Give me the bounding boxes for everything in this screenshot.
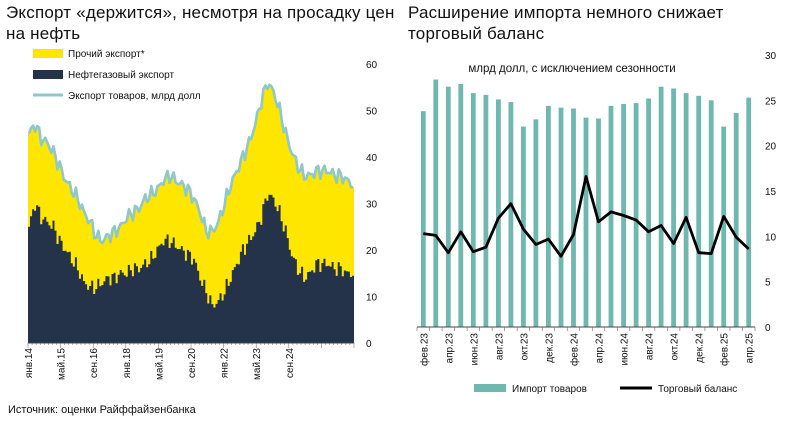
import-bar	[683, 93, 689, 327]
import-bar	[546, 105, 551, 327]
left-x-tick-label: май.15	[57, 348, 68, 380]
import-bar	[483, 94, 489, 328]
legend-label-balance: Торговый баланс	[658, 383, 737, 395]
total-export-line	[27, 83, 354, 245]
import-bar	[420, 111, 426, 327]
right-x-tick-label: фев.24	[568, 333, 580, 366]
left-x-tick-label: сен.24	[285, 348, 296, 378]
right-x-tick-label: авг.24	[645, 333, 656, 361]
import-bar	[470, 93, 476, 327]
import-bar	[558, 107, 564, 327]
right-x-tick-label: апр.25	[745, 333, 756, 364]
left-x-tick-label: янв.22	[220, 348, 231, 379]
legend-swatch-oil-gas-export	[33, 70, 63, 79]
oil-gas-export-area	[28, 194, 354, 343]
right-x-tick-label: дек.23	[544, 333, 555, 363]
import-bar	[458, 84, 464, 327]
right-y-tick-label: 10	[765, 232, 777, 243]
import-bar	[646, 98, 651, 327]
right-x-tick-label: дек.24	[695, 333, 706, 363]
right-y-tick-label: 25	[765, 96, 777, 107]
right-y-tick-label: 0	[765, 323, 771, 334]
right-x-tick-label: фев.23	[418, 333, 430, 366]
export-area-chart: янв.14 май.15 сен.16 янв.18 май.19 сен.20 янв.…	[24, 49, 378, 380]
legend-label-oil-gas-export: Нефтегазовый экспорт	[68, 69, 175, 81]
left-legend: Прочий экспорт* Нефтегазовый экспорт Экс…	[33, 49, 201, 102]
source-note: Источник: оценки Райффайзенбанка	[8, 404, 196, 416]
import-bar	[671, 88, 676, 327]
right-x-tick-label: авг.23	[494, 333, 505, 361]
import-bar	[708, 100, 714, 327]
legend-label-total-export: Экспорт товаров, млрд долл	[68, 91, 201, 102]
trade-balance-line	[423, 175, 750, 258]
legend-label-imports: Импорт товаров	[512, 384, 587, 395]
left-chart-title: Экспорт «держится», несмотря на просадку…	[6, 3, 395, 43]
left-y-tick-label: 50	[366, 107, 378, 118]
right-x-tick-label: окт.24	[670, 333, 681, 361]
import-bar	[571, 108, 576, 327]
left-x-tick-label: сен.20	[187, 348, 198, 378]
right-x-tick-label: окт.23	[519, 333, 530, 361]
right-chart-title: Расширение импорта немного снижает торго…	[408, 3, 724, 43]
right-chart-subtitle: млрд долл, с исключением сезонности	[468, 63, 675, 75]
right-y-tick-label: 20	[765, 142, 777, 153]
import-bar	[721, 126, 727, 327]
right-y-tick-label: 15	[765, 187, 777, 198]
import-bar	[608, 105, 614, 327]
left-x-tick-label: янв.14	[24, 348, 35, 379]
right-x-tick-label: июн.24	[620, 333, 631, 366]
import-bar	[433, 79, 439, 327]
right-legend: Импорт товаров Торговый баланс	[474, 383, 737, 395]
import-bar	[658, 86, 664, 327]
right-x-tick-label: фев.25	[719, 333, 731, 366]
import-bar	[733, 113, 739, 327]
left-x-tick-label: май.19	[154, 348, 165, 380]
legend-swatch-other-export	[33, 49, 63, 58]
left-x-tick-label: янв.18	[122, 348, 133, 379]
right-y-tick-label: 5	[765, 278, 771, 289]
right-y-tick-label: 30	[765, 51, 777, 62]
left-x-tick-label: сен.16	[89, 348, 100, 378]
left-y-tick-label: 40	[366, 153, 378, 164]
left-x-tick-label: май.23	[252, 348, 263, 380]
right-x-tick-label: апр.24	[595, 333, 606, 364]
right-x-tick-label: апр.23	[444, 333, 455, 364]
import-bar	[583, 117, 589, 327]
import-bar	[496, 99, 501, 328]
left-y-tick-label: 60	[366, 60, 378, 71]
import-bar	[746, 97, 752, 327]
left-y-tick-label: 30	[366, 200, 378, 211]
import-bar	[533, 119, 539, 328]
left-y-tick-label: 20	[366, 246, 378, 257]
legend-swatch-imports	[474, 384, 506, 392]
import-bar	[445, 86, 451, 327]
left-y-tick-label: 10	[366, 293, 378, 304]
import-bar	[508, 102, 514, 327]
legend-label-other-export: Прочий экспорт*	[68, 49, 145, 60]
imports-balance-chart: млрд долл, с исключением сезонности фев.…	[416, 51, 777, 395]
import-bar	[633, 103, 639, 327]
right-x-tick-label: июн.23	[469, 333, 480, 366]
import-bar	[696, 95, 702, 327]
left-y-tick-label: 0	[366, 339, 372, 350]
